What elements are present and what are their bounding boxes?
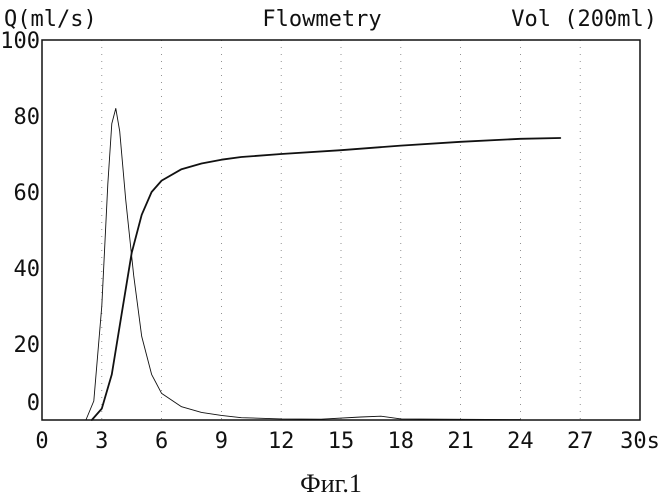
y-tick-label: 40 [14, 257, 41, 282]
grid [102, 40, 580, 420]
x-tick-label: 24 [507, 429, 534, 454]
y-tick-label: 60 [14, 181, 41, 206]
x-tick-label: 3 [95, 429, 108, 454]
x-axis-ticks: 0 3 6 9 12 15 18 21 24 27 30s [35, 429, 660, 454]
x-tick-label: 27 [567, 429, 594, 454]
x-tick-label: 9 [215, 429, 228, 454]
x-tick-label: 30s [620, 429, 660, 454]
x-tick-label: 0 [35, 429, 48, 454]
figure-caption: Фиг.1 [300, 469, 362, 498]
y-tick-label: 100 [0, 29, 40, 54]
y-tick-label: 20 [14, 333, 41, 358]
y-tick-label: 0 [27, 391, 40, 416]
x-tick-label: 6 [155, 429, 168, 454]
x-tick-label: 21 [447, 429, 474, 454]
x-tick-label: 12 [268, 429, 295, 454]
flow-rate-line [86, 108, 521, 420]
y-tick-label: 80 [14, 105, 41, 130]
right-axis-label: Vol (200ml) [511, 7, 657, 32]
y-axis-ticks: 0 20 40 60 80 100 [0, 29, 40, 416]
x-tick-label: 18 [388, 429, 415, 454]
chart-title: Flowmetry [262, 7, 381, 32]
series-group [86, 108, 560, 420]
x-tick-label: 15 [328, 429, 355, 454]
volume-line [92, 138, 561, 420]
